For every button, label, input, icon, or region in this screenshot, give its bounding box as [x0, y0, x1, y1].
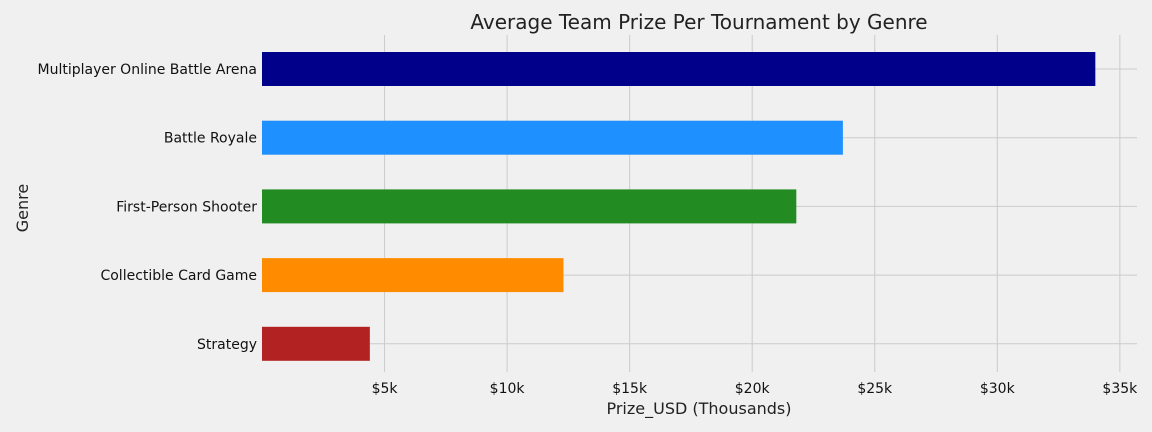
y-tick-labels: Multiplayer Online Battle Arena Battle Ro…	[38, 62, 258, 353]
x-tick-labels: $5k $10k $15k $20k $25k $30k $35k	[372, 381, 1139, 397]
x-tick-label: $35k	[1102, 381, 1138, 397]
x-tick-label: $20k	[735, 381, 771, 397]
bar-strategy	[262, 326, 370, 361]
y-tick-label: First-Person Shooter	[116, 199, 257, 215]
x-tick-label: $10k	[490, 381, 526, 397]
bar-collectible-card-game	[262, 258, 564, 293]
chart-title: Average Team Prize Per Tournament by Gen…	[470, 10, 927, 34]
x-tick-label: $25k	[857, 381, 893, 397]
x-axis-label: Prize_USD (Thousands)	[606, 399, 791, 419]
bar-multiplayer-online-battle-arena	[262, 52, 1096, 86]
x-tick-label: $5k	[372, 381, 399, 397]
bar-first-person-shooter	[262, 189, 797, 224]
y-tick-label: Collectible Card Game	[100, 268, 257, 284]
y-tick-label: Strategy	[197, 337, 257, 353]
bar-layer	[262, 52, 1096, 361]
y-axis-label: Genre	[13, 184, 32, 232]
y-tick-label: Multiplayer Online Battle Arena	[38, 62, 258, 78]
y-tick-label: Battle Royale	[164, 131, 257, 147]
x-tick-label: $15k	[612, 381, 648, 397]
x-tick-label: $30k	[980, 381, 1016, 397]
bar-battle-royale	[262, 120, 843, 155]
